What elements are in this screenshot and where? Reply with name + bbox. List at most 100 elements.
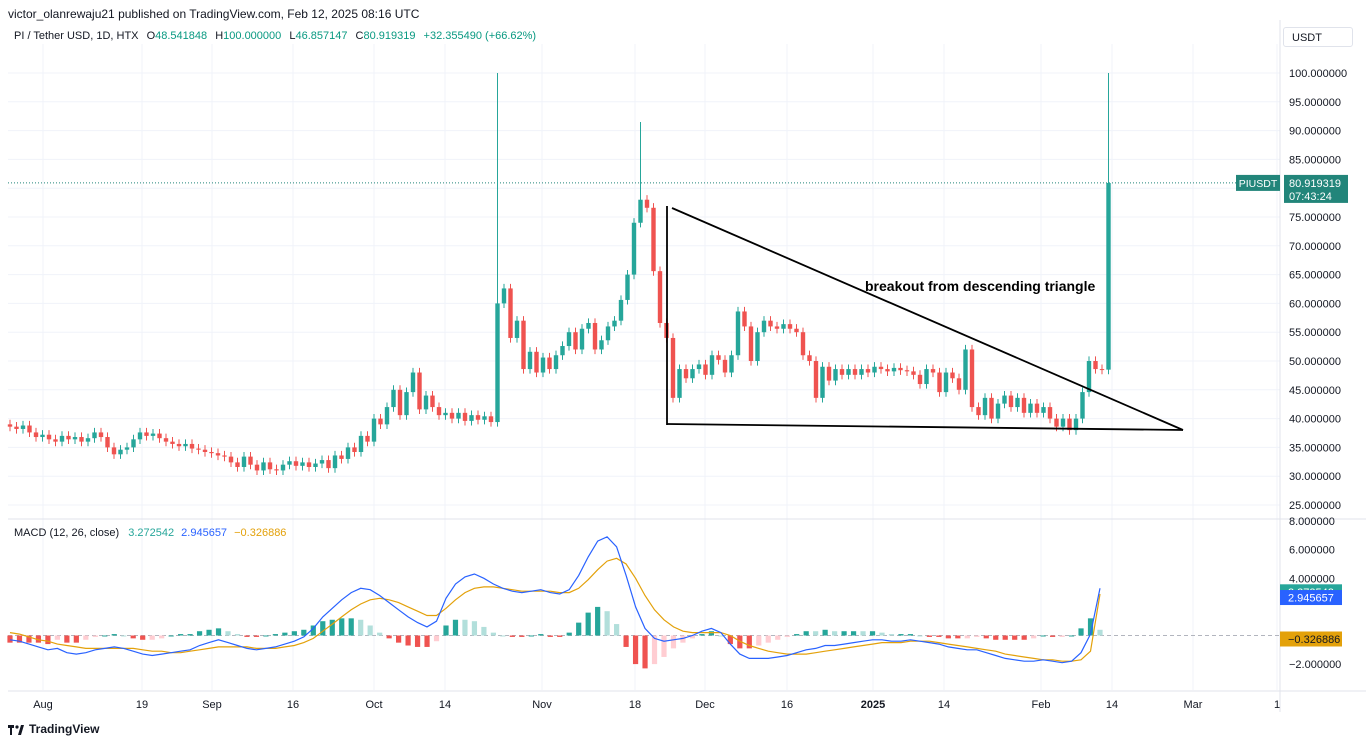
time-tick-label: Sep: [202, 699, 222, 711]
candle-body: [319, 460, 325, 464]
time-tick-label: 19: [136, 699, 148, 711]
macd-histogram-bar: [253, 635, 260, 637]
macd-histogram-bar: [159, 635, 165, 639]
candle-body: [527, 351, 533, 370]
candle-body: [124, 447, 130, 450]
candle-body: [163, 438, 169, 442]
price-tick-label: 100.000000: [1289, 68, 1347, 80]
macd-histogram-bar: [206, 629, 212, 636]
macd-histogram-bar: [178, 634, 184, 636]
candle-body: [865, 369, 871, 373]
macd-histogram-bar: [595, 606, 601, 636]
candle-body: [300, 462, 305, 466]
macd-value: 3.272542: [128, 527, 175, 539]
close-value: 80.919319: [363, 30, 416, 42]
candle-body: [287, 461, 292, 465]
candle-body: [339, 455, 344, 459]
price-tick-label: 30.000000: [1289, 471, 1341, 483]
candle-body: [371, 418, 377, 442]
candle-body: [183, 443, 188, 447]
candles: [7, 73, 1111, 476]
price-tick-label: 25.000000: [1289, 500, 1341, 512]
macd-histogram-bar: [424, 635, 430, 647]
candle-body: [612, 320, 617, 327]
candle-body: [911, 371, 916, 375]
price-tick-label: 55.000000: [1289, 327, 1341, 339]
macd-histogram-bar: [358, 619, 364, 636]
candle-body: [170, 441, 175, 444]
price-tick-label: 90.000000: [1289, 126, 1341, 138]
triangle-base: [666, 423, 1184, 431]
macd-histogram-bar: [452, 619, 459, 636]
macd-histogram-bar: [983, 635, 989, 639]
time-tick-label: 14: [439, 699, 451, 711]
macd-histogram-bar: [130, 635, 136, 639]
last-price-tag: [1284, 174, 1348, 203]
price-tick-label: 60.000000: [1289, 298, 1341, 310]
candle-body: [482, 416, 487, 420]
candle-body: [150, 433, 156, 436]
macd-histogram-bar: [964, 635, 970, 639]
macd-histogram-bar: [301, 629, 307, 636]
macd-histogram-bar: [528, 635, 534, 637]
macd-histogram-bar: [54, 635, 60, 640]
currency-selector[interactable]: USDT: [1283, 27, 1353, 47]
candle-body: [638, 199, 643, 223]
candle-body: [176, 443, 182, 447]
open-value: 48.541848: [155, 30, 208, 42]
macd-histogram-bar: [320, 621, 326, 636]
candle-body: [157, 433, 162, 439]
candle-body: [781, 324, 786, 329]
macd-histogram-bar: [405, 635, 411, 646]
histogram-value-tag: [1280, 631, 1342, 647]
tradingview-footer[interactable]: TradingView: [8, 722, 99, 736]
macd-histogram-bar: [936, 635, 942, 637]
macd-name[interactable]: MACD (12, 26, close): [14, 527, 120, 539]
candle-body: [27, 425, 32, 433]
candle-body: [7, 424, 13, 427]
candle-body: [956, 378, 962, 390]
candle-body: [326, 460, 331, 469]
macd-histogram-bar: [367, 625, 373, 636]
candle-body: [1041, 407, 1046, 413]
candle-body: [930, 369, 936, 373]
time-tick-label: 18: [629, 699, 641, 711]
candle-body: [553, 355, 559, 370]
macd-histogram-bar: [860, 631, 866, 636]
macd-histogram-bar: [45, 635, 51, 645]
candle-body: [274, 469, 279, 471]
candle-body: [534, 351, 539, 373]
macd-histogram-bar: [623, 635, 629, 647]
candle-body: [794, 328, 799, 333]
candle-body: [618, 299, 624, 321]
candle-body: [248, 456, 253, 465]
candle-body: [735, 311, 741, 356]
time-tick-label: 16: [287, 699, 299, 711]
macd-histogram-bar: [272, 634, 278, 636]
candle-body: [469, 415, 474, 421]
candle-body: [417, 372, 422, 410]
macd-histogram-bar: [26, 635, 32, 643]
macd-histogram-bar: [557, 635, 563, 637]
macd-tick-label: 6.000000: [1289, 545, 1335, 557]
chart-annotation: breakout from descending triangle: [865, 278, 1096, 294]
symbol-label[interactable]: PI / Tether USD, 1D, HTX: [14, 30, 139, 42]
macd-histogram-bar: [869, 631, 876, 636]
macd-histogram-bar: [680, 635, 686, 643]
macd-histogram-bar: [1068, 635, 1075, 637]
candle-body: [703, 364, 708, 375]
time-tick-label: Aug: [33, 699, 53, 711]
macd-histogram-bar: [1021, 635, 1027, 640]
macd-histogram-bar: [1087, 618, 1094, 636]
macd-histogram-bar: [614, 624, 620, 636]
candle-body: [430, 395, 435, 408]
macd-histogram-bar: [670, 635, 677, 649]
macd-histogram-bar: [1059, 635, 1065, 637]
macd-tick-label: 4.000000: [1289, 573, 1335, 585]
candle-body: [859, 369, 864, 375]
macd-histogram-bar: [490, 632, 496, 636]
triangle-top-edge: [671, 207, 1184, 431]
macd-histogram-bar: [35, 635, 42, 643]
macd-histogram-bar: [547, 635, 553, 637]
